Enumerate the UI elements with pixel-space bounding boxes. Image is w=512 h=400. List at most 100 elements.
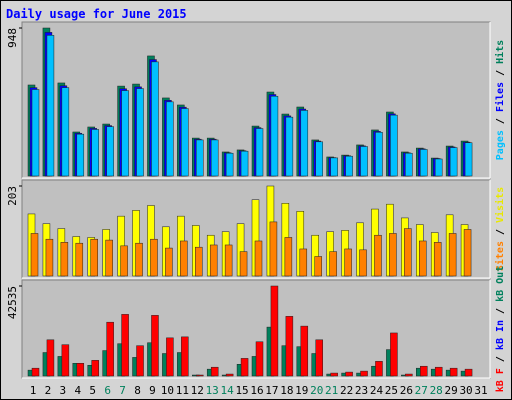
legend: Sites / Visits [494, 187, 506, 271]
bar [195, 246, 203, 277]
bar [91, 360, 99, 377]
legend-separator: / [495, 223, 506, 241]
x-tick-label: 8 [134, 384, 141, 397]
legend-entry: kB In [495, 320, 506, 350]
y-tick-label: 42535 [6, 286, 19, 319]
bar [46, 339, 55, 377]
x-tick-label: 24 [370, 384, 384, 397]
bar [315, 141, 323, 177]
x-tick-label: 28 [430, 384, 443, 397]
bar [60, 242, 69, 277]
bar [270, 95, 279, 177]
x-tick-label: 9 [149, 384, 156, 397]
bar [390, 332, 398, 377]
bar [210, 139, 219, 177]
bar [300, 110, 309, 177]
bar [61, 87, 70, 177]
bar [315, 339, 323, 377]
bar [374, 234, 382, 277]
bar [345, 371, 353, 377]
bar [360, 146, 368, 177]
x-tick-label: 27 [415, 384, 428, 397]
bar [419, 240, 427, 277]
bar [180, 240, 188, 277]
bar [285, 116, 294, 177]
bar [165, 247, 173, 277]
bar [284, 237, 293, 277]
x-tick-label: 14 [221, 384, 235, 397]
bar [105, 239, 113, 277]
bar [46, 35, 55, 177]
bar [106, 126, 114, 177]
bar [181, 336, 189, 377]
bar [269, 221, 278, 277]
bar [330, 372, 338, 377]
bar [151, 315, 159, 377]
x-tick-label: 13 [206, 384, 219, 397]
y-tick-label: 203 [6, 186, 19, 206]
bar [166, 101, 174, 177]
bar [209, 244, 218, 277]
bar [120, 245, 128, 277]
legend-separator: / [495, 112, 506, 130]
bar [330, 157, 338, 177]
legend: kB F / kB In / kB Out [495, 266, 506, 392]
bar [314, 256, 322, 277]
x-tick-label: 21 [325, 384, 338, 397]
bar [61, 344, 70, 377]
bar [299, 248, 308, 277]
bar [196, 139, 204, 177]
legend-separator: / [495, 350, 506, 368]
bar [255, 128, 264, 177]
legend-separator: / [495, 64, 506, 82]
y-tick-label: 948 [6, 28, 19, 48]
bar [240, 150, 249, 177]
bar [390, 114, 398, 177]
legend-entry: kB Out [495, 266, 506, 302]
bar [224, 244, 233, 277]
bar [434, 366, 443, 377]
bar [405, 373, 413, 377]
legend-entry: Hits [494, 40, 506, 64]
bar [225, 373, 234, 377]
bar [91, 129, 99, 177]
bar [464, 142, 473, 177]
bar [448, 233, 457, 277]
x-tick-label: 16 [250, 384, 263, 397]
bar [45, 238, 54, 277]
bar [75, 242, 84, 277]
bar [463, 229, 472, 277]
x-tick-label: 25 [385, 384, 398, 397]
bar [270, 285, 279, 377]
bar [166, 337, 174, 377]
x-tick-label: 20 [310, 384, 323, 397]
x-tick-label: 7 [119, 384, 126, 397]
bar [31, 367, 40, 377]
bar [405, 152, 413, 177]
x-tick-label: 2 [45, 384, 52, 397]
legend-entry: kB F [495, 368, 506, 392]
x-tick-label: 23 [355, 384, 368, 397]
bar [360, 370, 368, 377]
bar [150, 238, 158, 277]
bar [121, 90, 129, 177]
bar [239, 251, 248, 277]
bar [420, 149, 428, 177]
x-tick-label: 11 [176, 384, 189, 397]
bar [106, 321, 114, 377]
x-tick-label: 12 [191, 384, 204, 397]
bar [345, 155, 353, 177]
x-tick-label: 10 [161, 384, 174, 397]
bar [31, 89, 40, 177]
bar [136, 345, 144, 377]
bar [344, 248, 352, 277]
x-tick-label: 30 [459, 384, 472, 397]
x-tick-label: 22 [340, 384, 353, 397]
legend: Pages / Files / Hits [494, 40, 506, 160]
x-tick-label: 4 [74, 384, 81, 397]
bar [240, 358, 249, 377]
bar [135, 242, 143, 277]
bar [449, 367, 458, 377]
chart-title: Daily usage for June 2015 [6, 7, 187, 21]
